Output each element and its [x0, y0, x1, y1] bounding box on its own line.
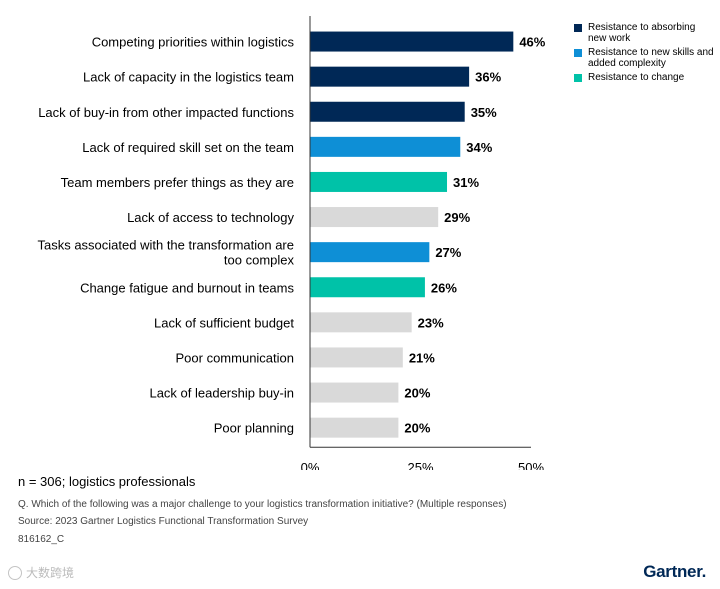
legend-swatch-change [574, 74, 582, 82]
watermark-text: 大数跨境 [26, 566, 75, 580]
survey-question: Q. Which of the following was a major ch… [18, 499, 507, 510]
bar-10 [310, 382, 399, 403]
legend-item-change: Resistance to change [574, 72, 714, 83]
brand-logo: Gartner. [643, 562, 706, 581]
category-label-line: Change fatigue and burnout in teams [80, 280, 294, 295]
bar-6 [310, 242, 430, 263]
category-label-line: Lack of sufficient budget [154, 315, 294, 330]
category-label-8: Lack of sufficient budget [154, 315, 294, 330]
category-label-3: Lack of required skill set on the team [82, 140, 294, 155]
legend-swatch-absorbing [574, 24, 582, 32]
legend-label-skills: Resistance to new skills and added compl… [588, 47, 714, 69]
category-label-2: Lack of buy-in from other impacted funct… [38, 105, 294, 120]
value-label-7: 26% [431, 280, 457, 295]
legend-item-absorbing: Resistance to absorbing new work [574, 22, 714, 44]
category-label-line: Lack of access to technology [127, 210, 294, 225]
category-label-line: Competing priorities within logistics [92, 35, 295, 50]
watermark: 大数跨境 [8, 564, 74, 581]
value-label-9: 21% [409, 350, 435, 365]
x-tick-label-2: 50% [518, 460, 544, 470]
value-label-4: 31% [453, 175, 479, 190]
bar-5 [310, 207, 439, 228]
bar-7 [310, 277, 425, 298]
category-label-line: Lack of buy-in from other impacted funct… [38, 105, 294, 120]
category-label-10: Lack of leadership buy-in [149, 386, 294, 401]
sample-note: n = 306; logistics professionals [18, 474, 196, 489]
value-label-2: 35% [471, 105, 497, 120]
value-label-8: 23% [418, 315, 444, 330]
figure-code: 816162_C [18, 534, 65, 545]
value-label-11: 20% [404, 421, 430, 436]
value-label-0: 46% [519, 35, 545, 50]
legend-label-change: Resistance to change [588, 72, 685, 83]
value-label-6: 27% [435, 245, 461, 260]
category-label-line: Poor planning [214, 421, 294, 436]
bar-2 [310, 101, 465, 122]
category-label-6: Tasks associated with the transformation… [37, 238, 294, 268]
category-label-line: Poor communication [176, 350, 295, 365]
watermark-logo-icon [8, 565, 22, 580]
bar-chart: 46% Competing priorities within logistics… [37, 16, 546, 470]
category-label-line: too complex [224, 253, 295, 268]
category-label-line: Lack of leadership buy-in [149, 386, 294, 401]
category-label-1: Lack of capacity in the logistics team [83, 70, 294, 85]
category-label-0: Competing priorities within logistics [92, 35, 295, 50]
category-label-line: Lack of capacity in the logistics team [83, 70, 294, 85]
legend-item-skills: Resistance to new skills and added compl… [574, 47, 714, 69]
bar-1 [310, 66, 470, 87]
category-label-9: Poor communication [176, 350, 295, 365]
legend-swatch-skills [574, 49, 582, 57]
value-label-1: 36% [475, 70, 501, 85]
category-label-line: Team members prefer things as they are [61, 175, 294, 190]
value-label-5: 29% [444, 210, 470, 225]
category-label-line: Lack of required skill set on the team [82, 140, 294, 155]
category-label-line: Tasks associated with the transformation… [37, 238, 294, 253]
bar-0 [310, 31, 514, 52]
value-label-10: 20% [404, 386, 430, 401]
bar-3 [310, 136, 461, 157]
value-label-3: 34% [466, 140, 492, 155]
bar-8 [310, 312, 412, 333]
source-note: Source: 2023 Gartner Logistics Functiona… [18, 516, 309, 527]
legend-label-absorbing: Resistance to absorbing new work [588, 22, 696, 44]
bar-9 [310, 347, 403, 368]
bar-11 [310, 417, 399, 438]
category-label-11: Poor planning [214, 421, 294, 436]
bar-4 [310, 171, 448, 192]
chart-legend: Resistance to absorbing new work Resistan… [574, 22, 714, 86]
category-label-4: Team members prefer things as they are [61, 175, 294, 190]
x-tick-label-0: 0% [301, 460, 320, 470]
category-label-5: Lack of access to technology [127, 210, 294, 225]
category-label-7: Change fatigue and burnout in teams [80, 280, 294, 295]
x-tick-label-1: 25% [407, 460, 433, 470]
